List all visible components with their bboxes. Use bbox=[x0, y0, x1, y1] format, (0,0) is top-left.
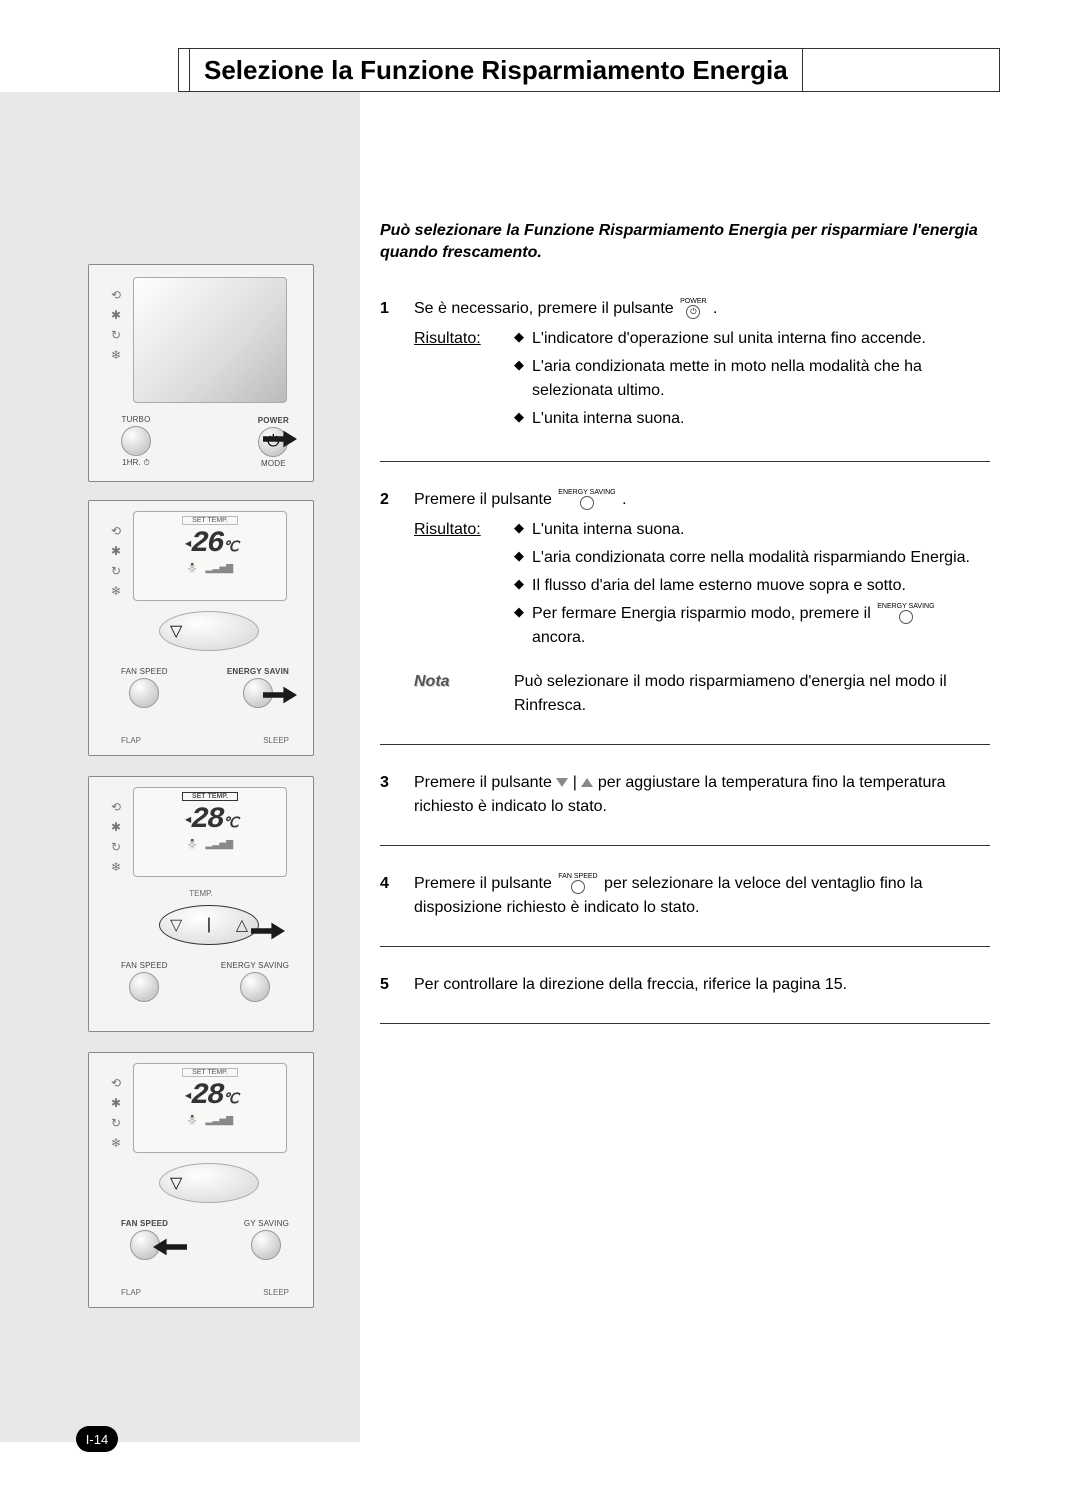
bullet: L'aria condizionata mette in moto nella … bbox=[514, 355, 990, 403]
separator bbox=[380, 845, 990, 846]
step-text: Premere il pulsante ENERGY SAVING . bbox=[414, 488, 990, 512]
step-3: 3 Premere il pulsante | per aggiustare l… bbox=[380, 771, 990, 819]
fanspeed-icon: FAN SPEED bbox=[558, 873, 597, 894]
result-label: Risultato: bbox=[414, 327, 490, 435]
left-column: ⟲✱↻❄ TURBO 1HR. ⏱ POWER ⏻ MODE ⟲✱↻❄ SET … bbox=[0, 92, 360, 1442]
bullet: L'unita interna suona. bbox=[514, 518, 990, 542]
bullet: L'aria condizionata corre nella modalità… bbox=[514, 546, 990, 570]
page-number-badge: I-14 bbox=[76, 1426, 118, 1452]
remote-display: SET TEMP. ◂28℃ ⛄ ▂▃▅▇ bbox=[133, 787, 287, 877]
temp-value: ◂28℃ bbox=[138, 803, 282, 837]
down-icon bbox=[556, 778, 568, 787]
display-misc: ⛄ ▂▃▅▇ bbox=[138, 839, 282, 850]
step-text: Premere il pulsante | per aggiustare la … bbox=[414, 771, 990, 819]
energysaving-icon: ENERGY SAVING bbox=[558, 489, 615, 510]
sub-row: FLAP SLEEP bbox=[121, 1288, 289, 1297]
step-2: 2 Premere il pulsante ENERGY SAVING . Ri… bbox=[380, 488, 990, 718]
remote-screen bbox=[133, 277, 287, 403]
remote-diagram-3: ⟲✱↻❄ SET TEMP. ◂28℃ ⛄ ▂▃▅▇ TEMP. ▽|△ FAN… bbox=[88, 776, 314, 1032]
temp-value: ◂26℃ bbox=[138, 527, 282, 561]
fanspeed-button: FAN SPEED bbox=[121, 1219, 168, 1260]
up-icon bbox=[581, 778, 593, 787]
energysaving-icon: ENERGY SAVING bbox=[877, 603, 934, 624]
fanspeed-button: FAN SPEED bbox=[121, 667, 168, 708]
title-inner: Selezione la Funzione Risparmiamento Ene… bbox=[189, 49, 803, 91]
mode-icons: ⟲✱↻❄ bbox=[111, 521, 121, 601]
bullet: L'indicatore d'operazione sul unita inte… bbox=[514, 327, 990, 351]
step-text: Se è necessario, premere il pulsante POW… bbox=[414, 297, 990, 321]
note-text: Può selezionare il modo risparmiameno d'… bbox=[514, 670, 990, 718]
result-label: Risultato: bbox=[414, 518, 490, 654]
content-column: Può selezionare la Funzione Risparmiamen… bbox=[380, 220, 990, 1050]
separator bbox=[380, 946, 990, 947]
temp-oval: ▽ bbox=[159, 611, 259, 651]
step-4: 4 Premere il pulsante FAN SPEED per sele… bbox=[380, 872, 990, 920]
display-misc: ⛄ ▂▃▅▇ bbox=[138, 1115, 282, 1126]
mode-icons: ⟲✱↻❄ bbox=[111, 1073, 121, 1153]
display-misc: ⛄ ▂▃▅▇ bbox=[138, 563, 282, 574]
step-5: 5 Per controllare la direzione della fre… bbox=[380, 973, 990, 997]
sub-row: FLAP SLEEP bbox=[121, 736, 289, 745]
title-bar: Selezione la Funzione Risparmiamento Ene… bbox=[178, 48, 1000, 92]
energysaving-button: GY SAVING bbox=[244, 1219, 289, 1260]
energysaving-button: ENERGY SAVIN bbox=[227, 667, 289, 708]
bullets: L'unita interna suona. L'aria condiziona… bbox=[514, 518, 990, 654]
button-row: FAN SPEED ENERGY SAVIN bbox=[121, 667, 289, 708]
step-text: Premere il pulsante FAN SPEED per selezi… bbox=[414, 872, 990, 920]
remote-diagram-2: ⟲✱↻❄ SET TEMP. ◂26℃ ⛄ ▂▃▅▇ ▽ FAN SPEED E… bbox=[88, 500, 314, 756]
separator bbox=[380, 461, 990, 462]
bullet: L'unita interna suona. bbox=[514, 407, 990, 431]
remote-display: SET TEMP. ◂28℃ ⛄ ▂▃▅▇ bbox=[133, 1063, 287, 1153]
temp-value: ◂28℃ bbox=[138, 1079, 282, 1113]
bullets: L'indicatore d'operazione sul unita inte… bbox=[514, 327, 990, 435]
note-label: Nota bbox=[414, 670, 490, 718]
step-text: Per controllare la direzione della frecc… bbox=[414, 973, 990, 997]
remote-display: SET TEMP. ◂26℃ ⛄ ▂▃▅▇ bbox=[133, 511, 287, 601]
power-icon: POWER⏻ bbox=[680, 298, 706, 319]
temp-oval: ▽|△ bbox=[159, 905, 259, 945]
button-row: FAN SPEED ENERGY SAVING bbox=[121, 961, 289, 1002]
mode-icons: ⟲✱↻❄ bbox=[111, 797, 121, 877]
step-1: 1 Se è necessario, premere il pulsante P… bbox=[380, 297, 990, 435]
remote-diagram-1: ⟲✱↻❄ TURBO 1HR. ⏱ POWER ⏻ MODE bbox=[88, 264, 314, 482]
remote-diagram-4: ⟲✱↻❄ SET TEMP. ◂28℃ ⛄ ▂▃▅▇ ▽ FAN SPEED G… bbox=[88, 1052, 314, 1308]
button-row: FAN SPEED GY SAVING bbox=[121, 1219, 289, 1260]
turbo-circle bbox=[121, 426, 151, 456]
temp-oval: ▽ bbox=[159, 1163, 259, 1203]
mode-icons: ⟲✱↻❄ bbox=[111, 285, 121, 365]
bullet: Il flusso d'aria del lame esterno muove … bbox=[514, 574, 990, 598]
separator bbox=[380, 1023, 990, 1024]
energysaving-button: ENERGY SAVING bbox=[221, 961, 289, 1002]
separator bbox=[380, 744, 990, 745]
intro-text: Può selezionare la Funzione Risparmiamen… bbox=[380, 220, 990, 265]
page-title: Selezione la Funzione Risparmiamento Ene… bbox=[204, 55, 788, 86]
bullet: Per fermare Energia risparmio modo, prem… bbox=[514, 602, 990, 650]
fanspeed-button: FAN SPEED bbox=[121, 961, 168, 1002]
turbo-button: TURBO 1HR. ⏱ bbox=[121, 415, 151, 468]
